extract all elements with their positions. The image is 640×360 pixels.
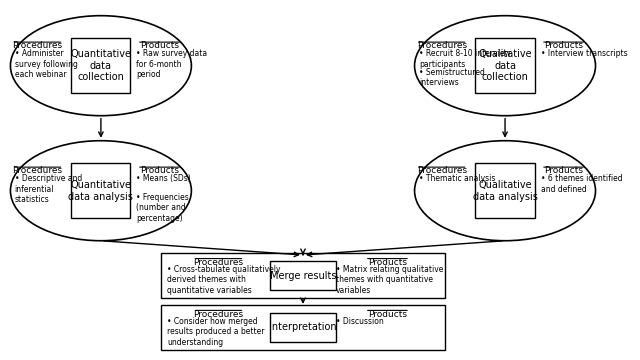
FancyBboxPatch shape [270, 261, 336, 290]
Text: • 6 themes identified
and defined: • 6 themes identified and defined [541, 174, 622, 194]
Text: Procedures: Procedures [13, 166, 63, 175]
Text: Products: Products [544, 166, 583, 175]
FancyBboxPatch shape [71, 38, 131, 93]
Text: Procedures: Procedures [417, 166, 467, 175]
Text: • Raw survey data
for 6-month
period: • Raw survey data for 6-month period [136, 49, 207, 79]
FancyBboxPatch shape [476, 38, 534, 93]
FancyBboxPatch shape [161, 305, 445, 350]
Text: • Administer
survey following
each webinar: • Administer survey following each webin… [15, 49, 77, 79]
Text: • Semistructured
interviews: • Semistructured interviews [419, 68, 484, 87]
Text: Products: Products [368, 258, 407, 267]
Text: Qualitative
data
collection: Qualitative data collection [478, 49, 532, 82]
Text: Interpretation: Interpretation [269, 322, 337, 332]
FancyBboxPatch shape [476, 163, 534, 219]
Text: • Interview transcripts: • Interview transcripts [541, 49, 627, 58]
Text: Quantitative
data analysis: Quantitative data analysis [68, 180, 133, 202]
Text: Products: Products [140, 166, 179, 175]
FancyBboxPatch shape [270, 313, 336, 342]
Text: • Frequencies
(number and
percentage): • Frequencies (number and percentage) [136, 193, 189, 222]
Text: • Matrix relating qualitative
themes with quantitative
variables: • Matrix relating qualitative themes wit… [336, 265, 444, 295]
Text: Procedures: Procedures [193, 310, 244, 319]
Text: • Cross-tabulate qualitatively
derived themes with
quantitative variables: • Cross-tabulate qualitatively derived t… [167, 265, 281, 295]
FancyBboxPatch shape [161, 253, 445, 298]
FancyBboxPatch shape [71, 163, 131, 219]
Text: Qualitative
data analysis: Qualitative data analysis [472, 180, 538, 202]
Text: • Consider how merged
results produced a better
understanding: • Consider how merged results produced a… [167, 317, 265, 347]
Text: Procedures: Procedures [193, 258, 244, 267]
Text: Merge results: Merge results [269, 271, 336, 280]
Text: Procedures: Procedures [13, 41, 63, 50]
Text: Quantitative
data
collection: Quantitative data collection [70, 49, 131, 82]
Text: • Thematic analysis: • Thematic analysis [419, 174, 495, 183]
Text: • Discussion: • Discussion [336, 317, 384, 326]
Text: • Means (SDs): • Means (SDs) [136, 174, 191, 183]
Text: • Descriptive and
inferential
statistics: • Descriptive and inferential statistics [15, 174, 82, 204]
Text: Procedures: Procedures [417, 41, 467, 50]
Text: Products: Products [544, 41, 583, 50]
Text: Products: Products [368, 310, 407, 319]
Text: Products: Products [140, 41, 179, 50]
Text: • Recruit 8-10 interview
participants: • Recruit 8-10 interview participants [419, 49, 511, 69]
